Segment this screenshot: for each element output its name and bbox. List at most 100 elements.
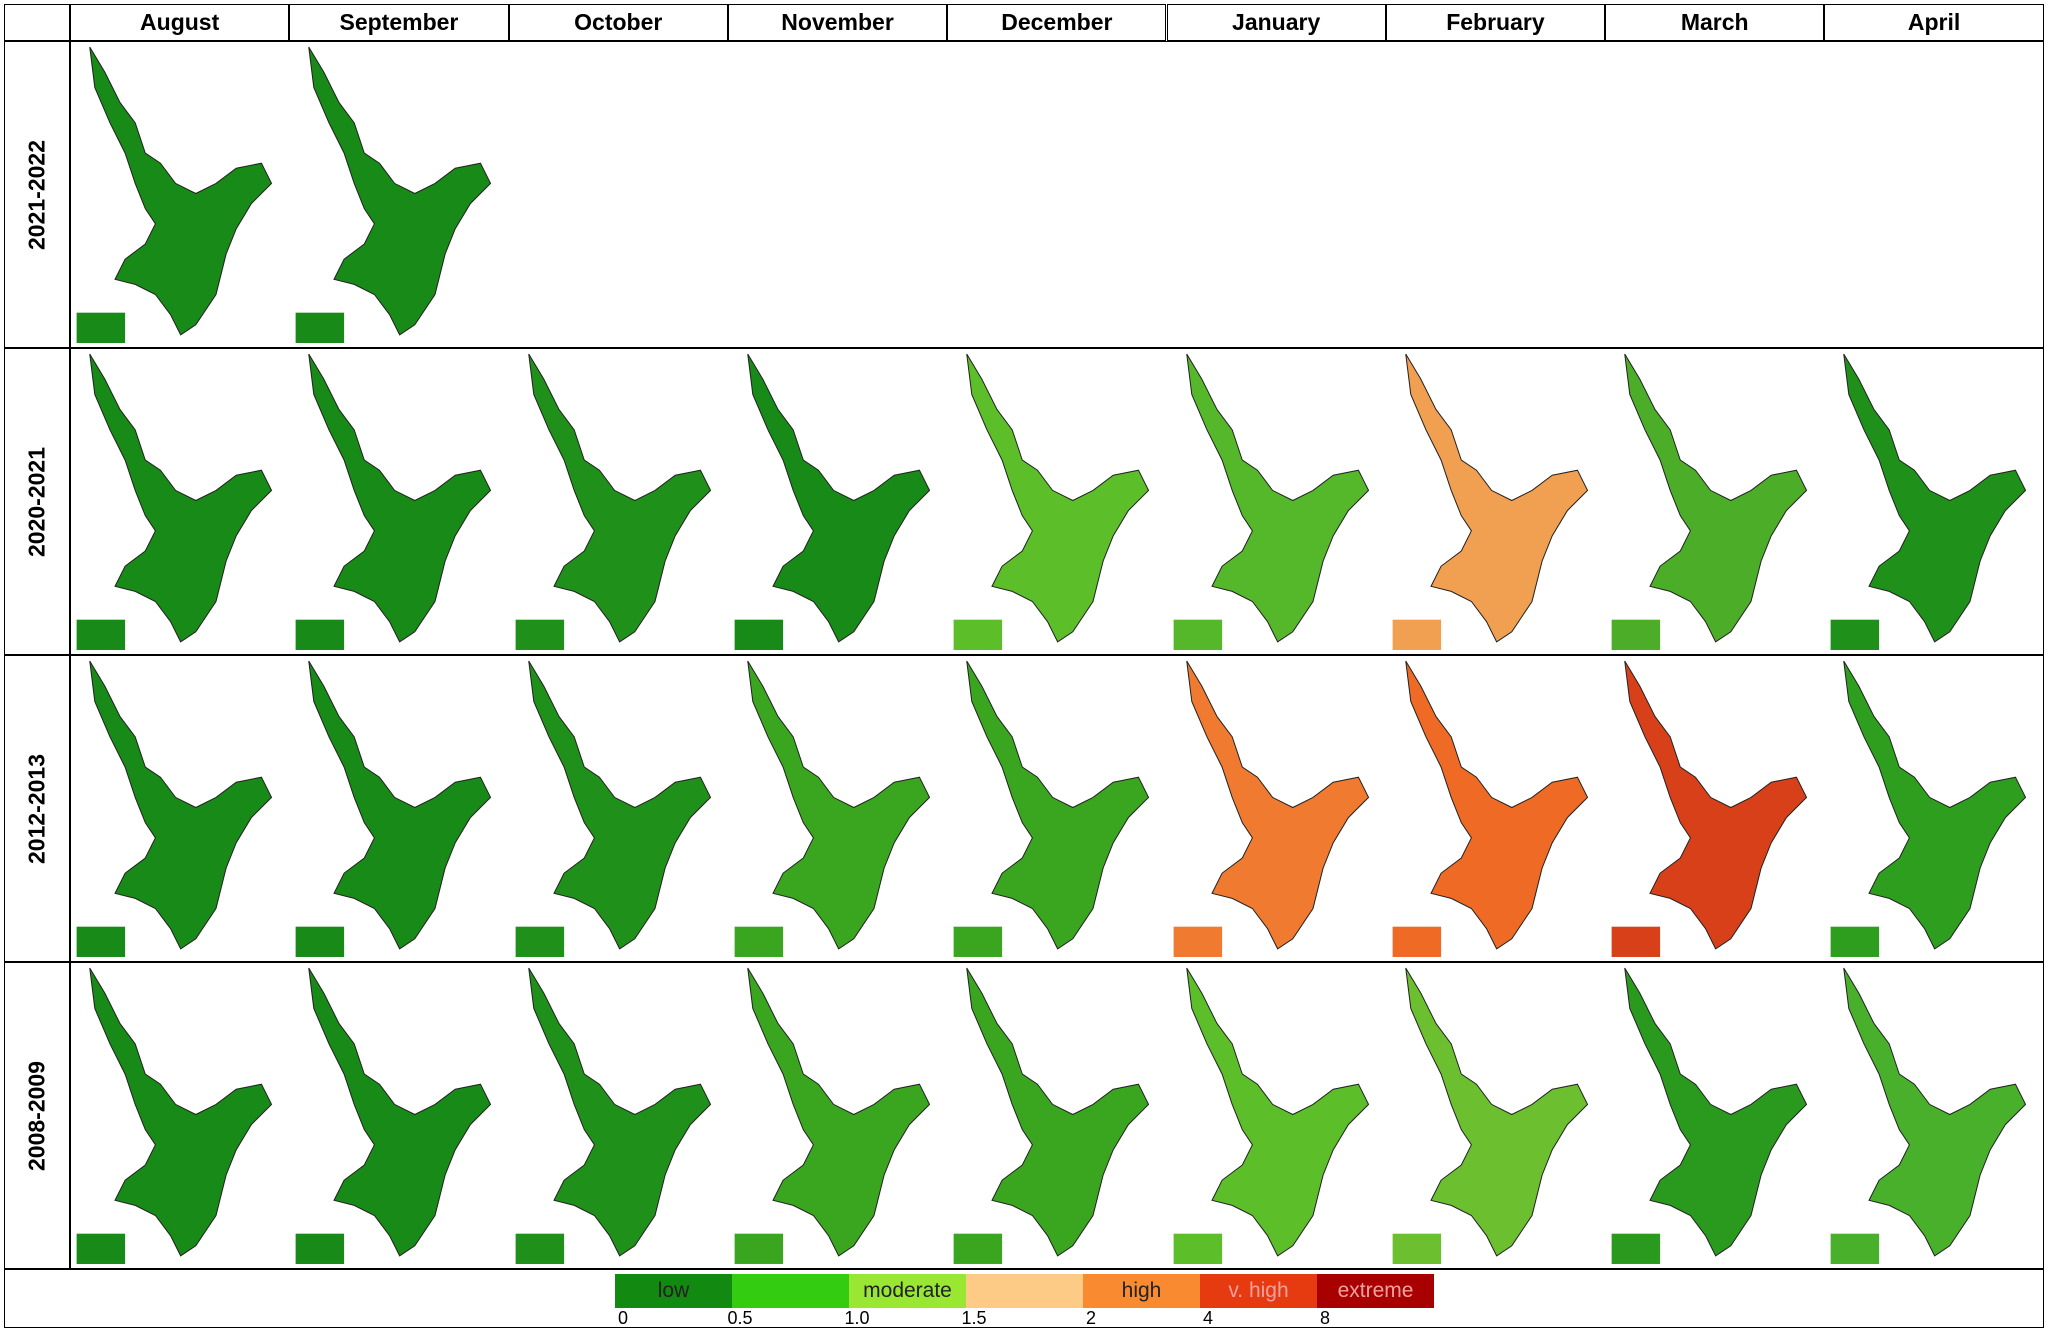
inset-map: [1611, 619, 1661, 650]
month-header: September: [289, 4, 509, 41]
map: [1611, 967, 1808, 1264]
north-island: [89, 353, 273, 643]
north-island: [308, 46, 492, 336]
row-label: 2008-2009: [4, 962, 70, 1269]
north-island: [1405, 660, 1588, 950]
map: [76, 660, 273, 957]
map: [515, 353, 711, 650]
map: [515, 660, 711, 957]
north-island: [966, 353, 1150, 643]
inset-map: [1173, 1233, 1222, 1264]
north-island: [1185, 353, 1369, 643]
map: [1392, 967, 1588, 1264]
map: [295, 46, 492, 343]
inset-map: [295, 1233, 345, 1264]
map: [295, 353, 492, 650]
map: [734, 967, 931, 1264]
map: [1831, 967, 2027, 1264]
inset-map: [1831, 926, 1880, 957]
north-island: [966, 967, 1150, 1257]
north-island: [1843, 967, 2027, 1257]
inset-map: [295, 619, 345, 650]
map: [76, 967, 273, 1264]
map: [953, 660, 1150, 957]
inset-map: [953, 926, 1003, 957]
month-header: October: [508, 4, 728, 41]
inset-map: [1611, 1233, 1661, 1264]
inset-map: [1392, 926, 1441, 957]
inset-map: [1611, 926, 1661, 957]
map: [1611, 353, 1808, 650]
row-label-text: 2012-2013: [23, 753, 50, 864]
month-header: February: [1385, 4, 1606, 41]
north-island: [1185, 967, 1369, 1257]
north-island: [966, 660, 1150, 950]
map: [76, 353, 273, 650]
row-label: 2020-2021: [4, 348, 70, 655]
map: [1173, 353, 1369, 650]
map: [76, 46, 273, 343]
legend-tick: 1.5: [961, 1308, 987, 1328]
inset-map: [76, 619, 126, 650]
legend-tick: 0: [617, 1308, 629, 1328]
north-island: [527, 353, 711, 643]
map: [734, 353, 931, 650]
north-island: [1843, 353, 2027, 643]
corner-cell: [4, 4, 70, 41]
row-label-text: 2020-2021: [23, 446, 50, 557]
legend-swatch: moderate: [849, 1274, 966, 1308]
legend-tick: 1.0: [844, 1308, 870, 1328]
legend-swatch: v. high: [1200, 1274, 1317, 1308]
map: [1173, 660, 1369, 957]
legend-tick: 8: [1319, 1308, 1331, 1328]
legend-tick: 2: [1085, 1308, 1097, 1328]
north-island: [308, 967, 492, 1257]
row-maps: [70, 41, 2044, 348]
inset-map: [1173, 619, 1222, 650]
inset-map: [515, 619, 564, 650]
north-island: [747, 660, 931, 950]
inset-map: [295, 312, 345, 343]
inset-map: [295, 926, 345, 957]
north-island: [308, 353, 492, 643]
row-label-text: 2008-2009: [23, 1060, 50, 1171]
legend-tick: 4: [1202, 1308, 1214, 1328]
north-island: [1405, 353, 1588, 643]
north-island: [1624, 353, 1808, 643]
map: [515, 967, 711, 1264]
inset-map: [1392, 619, 1441, 650]
map: [734, 660, 931, 957]
month-header: January: [1166, 4, 1386, 41]
north-island: [308, 660, 492, 950]
north-island: [1624, 967, 1808, 1257]
north-island: [89, 46, 273, 336]
inset-map: [515, 926, 564, 957]
inset-map: [953, 1233, 1003, 1264]
row-maps: [70, 962, 2044, 1269]
inset-map: [76, 1233, 126, 1264]
inset-map: [515, 1233, 564, 1264]
north-island: [1405, 967, 1588, 1257]
map: [1611, 660, 1808, 957]
legend-tick: 0.5: [727, 1308, 753, 1328]
row-maps: [70, 655, 2044, 962]
inset-map: [1831, 619, 1880, 650]
inset-map: [734, 1233, 783, 1264]
row-maps: [70, 348, 2044, 655]
row-label: 2021-2022: [4, 41, 70, 348]
month-header: April: [1824, 4, 2044, 41]
north-island: [1624, 660, 1808, 950]
inset-map: [734, 926, 783, 957]
north-island: [747, 967, 931, 1257]
inset-map: [76, 926, 126, 957]
legend-swatch: [732, 1274, 849, 1308]
map: [1392, 353, 1588, 650]
inset-map: [953, 619, 1003, 650]
map: [295, 967, 492, 1264]
legend-swatch: high: [1083, 1274, 1200, 1308]
legend-swatch: extreme: [1317, 1274, 1434, 1308]
north-island: [89, 967, 273, 1257]
map: [1392, 660, 1588, 957]
map: [295, 660, 492, 957]
